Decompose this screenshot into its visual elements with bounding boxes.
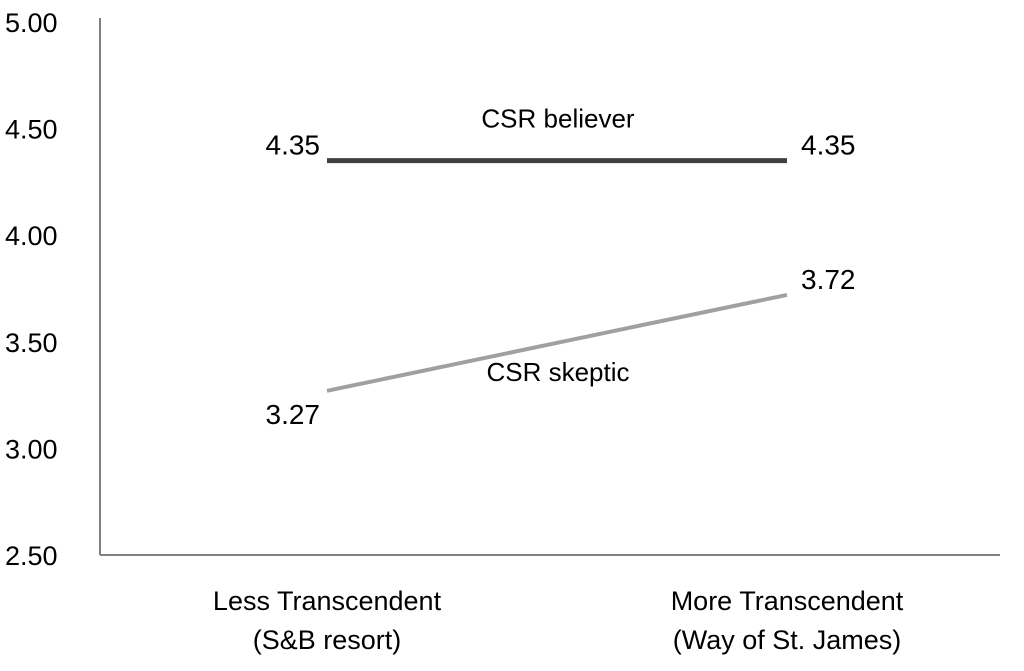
series-lines [326, 158, 788, 393]
data-label: 3.27 [266, 399, 321, 430]
x-category-label-line: (S&B resort) [253, 625, 402, 655]
y-tick-label: 4.50 [5, 115, 58, 145]
y-tick-label: 5.00 [5, 8, 58, 38]
x-category-label-line: (Way of St. James) [673, 625, 902, 655]
y-tick-label: 4.00 [5, 221, 58, 251]
y-tick-label: 3.00 [5, 434, 58, 464]
data-label: 4.35 [266, 130, 321, 161]
data-label: 3.72 [801, 264, 856, 295]
data-label: 4.35 [801, 130, 856, 161]
axes [99, 18, 1000, 556]
data-labels: 4.35 4.35 CSR believer 3.27 3.72 CSR skeptic [266, 104, 856, 430]
series-name-label: CSR believer [481, 104, 635, 134]
y-tick-label: 3.50 [5, 328, 58, 358]
x-category-label-line: Less Transcendent [213, 586, 442, 616]
y-tick-labels: 2.50 3.00 3.50 4.00 4.50 5.00 [5, 8, 58, 571]
x-category-label: More Transcendent (Way of St. James) [671, 586, 904, 655]
y-tick-label: 2.50 [5, 541, 58, 571]
x-category-label-line: More Transcendent [671, 586, 904, 616]
series-line [326, 292, 788, 393]
x-category-labels: Less Transcendent (S&B resort) More Transc… [213, 586, 904, 655]
series-name-label: CSR skeptic [486, 357, 629, 387]
x-category-label: Less Transcendent (S&B resort) [213, 586, 442, 655]
